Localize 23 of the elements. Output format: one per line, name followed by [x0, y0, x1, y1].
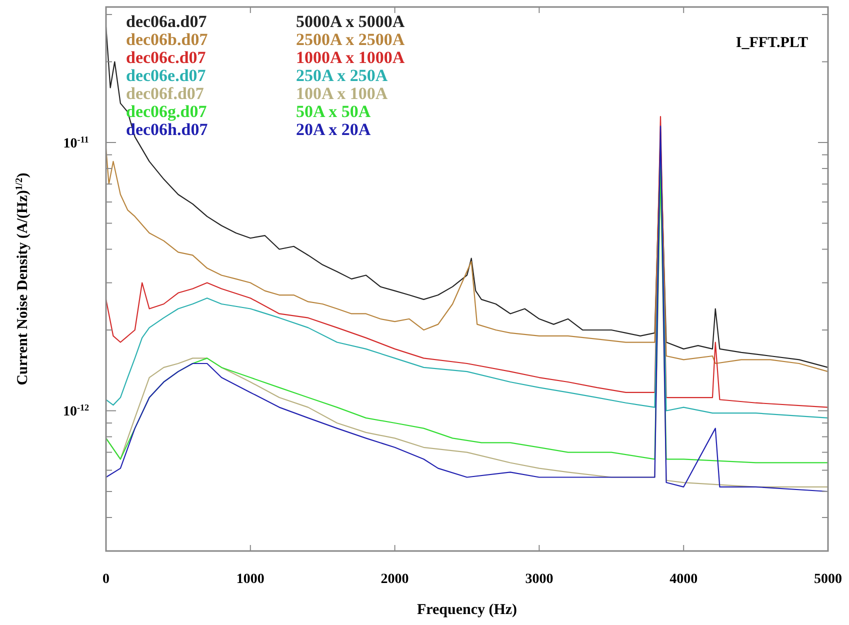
text: dec06f.d07	[126, 84, 204, 103]
annotation: 20A x 20A	[296, 120, 372, 139]
text: dec06c.d07	[126, 48, 206, 67]
annotation: 2500A x 2500A	[296, 30, 406, 49]
x-tick-label: 3000	[525, 572, 554, 587]
annotation: 1000A x 1000A	[296, 48, 406, 67]
x-axis-title: Frequency (Hz)	[416, 602, 518, 618]
x-tick-label: 1000	[236, 572, 264, 587]
x-tick-label: 0	[102, 572, 110, 587]
x-tick-label: 5000	[814, 572, 842, 587]
x-tick-label: 2000	[380, 572, 409, 587]
annotation: 5000A x 5000A	[296, 12, 406, 31]
text: dec06b.d07	[126, 30, 208, 49]
series-label: dec06a.d07	[126, 12, 208, 31]
text: dec06g.d07	[126, 102, 208, 121]
annotation: 250A x 250A	[296, 66, 388, 85]
y-tick-label: 10$^{-11}$	[63, 134, 90, 152]
annotation: 50A x 50A	[296, 102, 372, 121]
annotation: I_FFT.PLT	[736, 35, 808, 51]
annotation: 100A x 100A	[296, 84, 388, 103]
x-tick-label: 4000	[670, 572, 698, 587]
y-tick-label: 10$^{-12}$	[62, 402, 90, 420]
text: dec06e.d07	[126, 66, 206, 85]
